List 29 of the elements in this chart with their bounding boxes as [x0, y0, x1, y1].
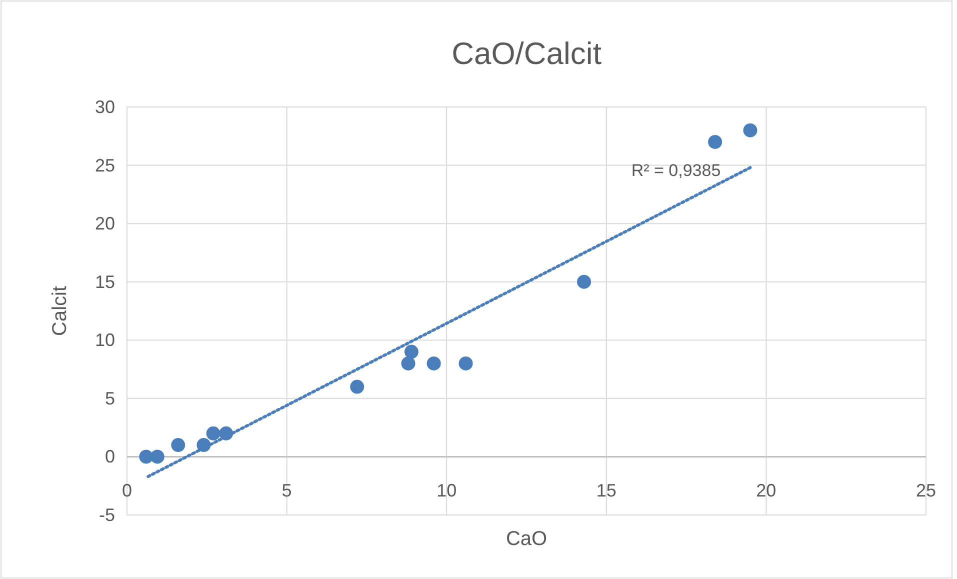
point [171, 438, 186, 452]
x-axis-title: CaO [506, 528, 548, 550]
x-tick-label: 20 [756, 480, 776, 501]
y-tick-label: 15 [94, 272, 115, 292]
y-tick-label: 25 [94, 155, 115, 176]
annotation: R² = 0,9385 [631, 161, 721, 180]
point [404, 344, 418, 359]
chart-title: CaO/Calcit [452, 36, 602, 71]
point [150, 450, 164, 464]
x-tick-label: 0 [122, 480, 132, 501]
point [426, 356, 441, 370]
point [458, 356, 473, 370]
point [206, 426, 220, 440]
point [350, 380, 364, 394]
x-tick-label: 25 [916, 480, 936, 501]
x-tick-label: 10 [436, 480, 457, 501]
x-tick-label: 5 [282, 480, 292, 501]
y-tick-label: 0 [104, 446, 115, 467]
y-tick-label: -5 [98, 505, 115, 525]
y-tick-label: 30 [94, 97, 115, 117]
point [577, 274, 592, 289]
point [401, 356, 416, 370]
x-tick-label: 15 [596, 480, 616, 501]
y-axis-title: Calcit [49, 286, 71, 336]
y-tick-label: 10 [94, 330, 115, 350]
y-tick-label: 5 [104, 388, 115, 408]
point [743, 123, 758, 138]
point [708, 134, 722, 149]
y-tick-label: 20 [94, 214, 115, 234]
